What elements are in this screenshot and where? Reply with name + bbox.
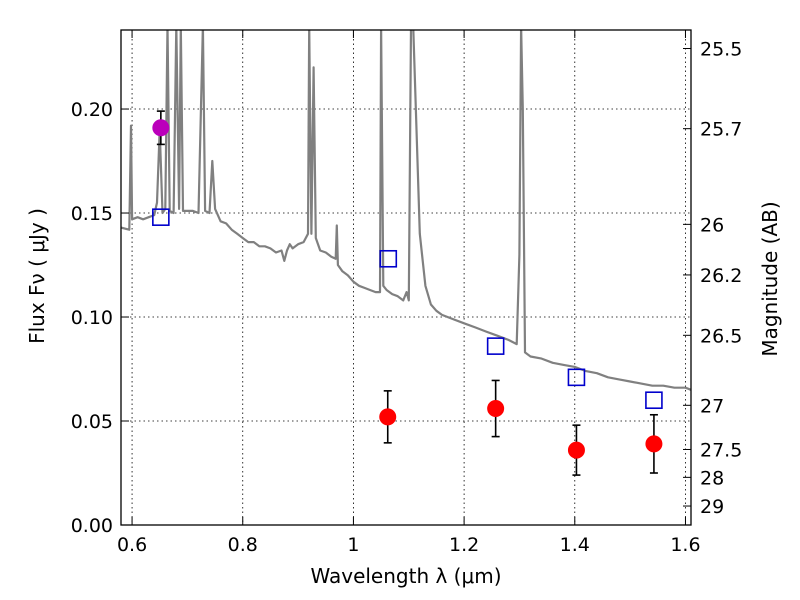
x-tick-label: 1.2: [449, 534, 479, 556]
y-tick-label: 0.10: [71, 307, 113, 329]
grid: [121, 30, 691, 526]
mag-tick-label: 25.5: [700, 39, 742, 61]
x-axis-label: Wavelength λ (μm): [310, 564, 501, 588]
observed-point: [645, 435, 663, 453]
observed-point: [567, 441, 585, 459]
model-square-point: [152, 208, 170, 226]
mag-tick-label: 25.7: [700, 119, 742, 141]
model-square-point: [567, 368, 586, 387]
mag-tick-label: 28: [700, 467, 724, 489]
model-square-point: [486, 337, 505, 355]
x-tick-label: 1.6: [670, 534, 700, 556]
mag-tick-label: 26.5: [700, 325, 742, 347]
plot-data: [121, 30, 691, 391]
x-tick-label: 0.6: [117, 534, 147, 556]
mag-tick-label: 29: [700, 496, 724, 518]
mag-tick-label: 26: [700, 214, 724, 236]
x-tick-label: 0.8: [228, 534, 258, 556]
y-axis-label: Flux Fν ( μJy ): [25, 208, 49, 344]
marker-layer: [152, 110, 663, 476]
axes: 0.6 0.8 1 1.2 1.4 1.6 0.00 0.05 0.10 0.15 0.20 25.5…: [71, 30, 742, 556]
mag-tick-label: 26.2: [700, 265, 742, 287]
x-tick-label: 1.4: [560, 534, 590, 556]
model-square-point: [645, 391, 663, 410]
spectrum-line: [121, 30, 691, 391]
y-tick-label: 0.00: [71, 515, 113, 537]
y-tick-label: 0.20: [71, 99, 113, 121]
observed-point: [379, 408, 397, 426]
y-tick-label: 0.15: [71, 203, 113, 225]
observed-point: [152, 119, 170, 137]
y2-axis-label: Magnitude (AB): [758, 201, 782, 356]
y-tick-label: 0.05: [71, 411, 113, 433]
plot-frame: [120, 29, 692, 526]
x-tick-label: 1: [347, 534, 359, 556]
model-square-point: [379, 249, 398, 268]
mag-tick-label: 27: [700, 395, 724, 417]
observed-point: [487, 400, 505, 418]
mag-tick-label: 27.5: [700, 439, 742, 461]
